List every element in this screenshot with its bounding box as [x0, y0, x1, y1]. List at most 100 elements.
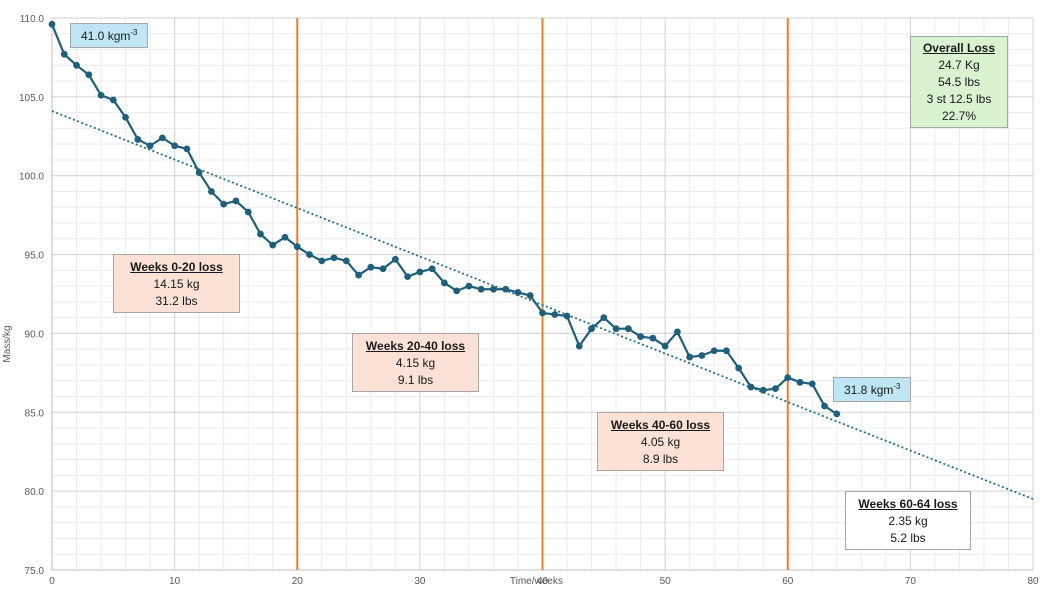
data-point [710, 347, 718, 355]
data-point [85, 71, 93, 79]
data-point [612, 325, 620, 333]
overall-loss-kg: 24.7 Kg [938, 58, 980, 72]
x-tick-label: 20 [292, 576, 304, 587]
weeks-20-40-lbs: 9.1 lbs [397, 373, 434, 387]
data-point [575, 342, 583, 350]
data-point [514, 289, 522, 296]
x-tick-label: 80 [1027, 576, 1039, 587]
weeks-40-60-lbs: 8.9 lbs [642, 452, 679, 466]
weeks-20-40-title: Weeks 20-40 loss [365, 339, 466, 353]
weeks-0-20-kg: 14.15 kg [153, 277, 200, 291]
data-point [355, 271, 362, 279]
data-point [735, 364, 743, 372]
weeks-40-60-title: Weeks 40-60 loss [610, 418, 711, 432]
data-point [318, 257, 326, 265]
data-point [416, 268, 424, 276]
data-point [232, 197, 240, 205]
data-point [808, 380, 816, 388]
start-bmi-value: 41.0 kgm [81, 29, 131, 43]
y-tick-label: 95.0 [25, 251, 45, 262]
x-tick-label: 40 [537, 576, 549, 587]
start-bmi-label: 41.0 kgm-3 [70, 23, 149, 48]
data-point [146, 142, 154, 150]
data-point [428, 265, 436, 273]
overall-loss-title: Overall Loss [922, 41, 996, 55]
x-tick-label: 50 [660, 576, 672, 587]
data-point [441, 279, 448, 287]
data-point [367, 263, 375, 271]
data-point [257, 230, 264, 238]
data-point [551, 311, 559, 318]
weeks-60-64-lbs: 5.2 lbs [890, 531, 926, 545]
end-bmi-exponent: -3 [893, 382, 901, 391]
data-point [379, 265, 387, 273]
data-point [342, 257, 350, 265]
data-point [171, 142, 179, 150]
overall-loss-box: Overall Loss 24.7 Kg 54.5 lbs 3 st 12.5 … [910, 36, 1008, 128]
weeks-60-64-box: Weeks 60-64 loss 2.35 kg 5.2 lbs [845, 491, 971, 550]
weeks-20-40-box: Weeks 20-40 loss 4.15 kg 9.1 lbs [352, 333, 479, 392]
weeks-0-20-lbs: 31.2 lbs [155, 294, 198, 308]
y-axis-title: Mass/kg [2, 325, 13, 362]
data-point [563, 312, 571, 320]
end-bmi-value: 31.8 kgm [844, 383, 894, 397]
overall-loss-lbs: 54.5 lbs [937, 75, 981, 89]
data-point [490, 285, 497, 293]
trendline [51, 110, 1034, 500]
data-point [269, 241, 277, 249]
y-tick-label: 90.0 [25, 329, 45, 340]
y-tick-label: 110.0 [20, 14, 45, 25]
data-point [526, 292, 534, 299]
data-point [759, 386, 767, 394]
data-point [281, 233, 289, 241]
weeks-60-64-title: Weeks 60-64 loss [858, 497, 958, 511]
y-tick-label: 85.0 [25, 408, 45, 419]
data-point [502, 285, 510, 293]
data-point [723, 347, 730, 355]
x-tick-label: 0 [49, 576, 55, 587]
data-point [73, 61, 80, 69]
data-point [158, 134, 166, 142]
weeks-40-60-box: Weeks 40-60 loss 4.05 kg 8.9 lbs [597, 412, 724, 471]
weeks-20-40-kg: 4.15 kg [395, 356, 436, 370]
data-point [220, 200, 228, 208]
start-bmi-exponent: -3 [130, 28, 138, 37]
data-point [48, 20, 56, 28]
data-point [772, 385, 779, 393]
x-axis-title: Time/weeks [510, 576, 563, 587]
data-point [833, 410, 841, 418]
data-point [539, 309, 546, 317]
overall-loss-stones: 3 st 12.5 lbs [926, 92, 992, 106]
x-tick-label: 30 [414, 576, 426, 587]
data-point [183, 145, 191, 153]
overall-loss-percent: 22.7% [941, 109, 977, 123]
data-point [97, 91, 105, 99]
end-bmi-label: 31.8 kgm-3 [833, 377, 912, 402]
data-point [109, 96, 117, 104]
x-tick-label: 70 [905, 576, 917, 587]
data-point [404, 273, 412, 281]
y-tick-label: 80.0 [25, 487, 45, 498]
y-tick-label: 100.0 [19, 172, 44, 183]
data-point [588, 325, 595, 333]
data-point [60, 50, 68, 58]
data-point [134, 136, 142, 143]
data-point [477, 285, 485, 293]
y-tick-label: 105.0 [19, 93, 44, 104]
weeks-40-60-kg: 4.05 kg [640, 435, 681, 449]
data-point [453, 287, 461, 295]
data-point [306, 251, 313, 258]
data-point [686, 353, 694, 361]
data-point [673, 328, 681, 336]
data-point [649, 334, 657, 342]
y-tick-label: 75.0 [25, 566, 45, 577]
weeks-60-64-kg: 2.35 kg [888, 514, 928, 528]
data-point [391, 255, 399, 263]
data-point [293, 243, 301, 251]
x-tick-label: 60 [782, 576, 794, 587]
data-point [330, 254, 338, 262]
data-point [195, 169, 203, 176]
data-point [208, 188, 215, 195]
x-tick-label: 10 [169, 576, 181, 587]
